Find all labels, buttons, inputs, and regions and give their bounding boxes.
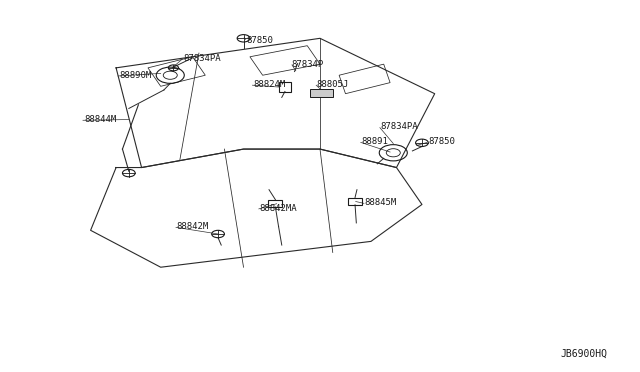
Bar (310, 89, 333, 97)
Text: JB6900HQ: JB6900HQ (561, 349, 608, 359)
Text: 88891: 88891 (362, 137, 388, 146)
Bar (348, 198, 362, 205)
Text: 88824M: 88824M (253, 80, 285, 89)
Text: 87850: 87850 (428, 137, 455, 146)
Text: 87834PA: 87834PA (381, 122, 418, 131)
Bar (268, 201, 282, 207)
Text: 88805J: 88805J (317, 80, 349, 89)
Text: 88844M: 88844M (84, 115, 116, 124)
Text: 87834P: 87834P (291, 60, 324, 69)
Text: 88890M: 88890M (119, 71, 152, 80)
Text: 87850: 87850 (246, 36, 273, 45)
Text: 88842M: 88842M (177, 222, 209, 231)
Bar (278, 83, 291, 92)
Text: 88842MA: 88842MA (259, 203, 297, 213)
Text: 88845M: 88845M (365, 198, 397, 207)
Text: 87834PA: 87834PA (183, 54, 221, 63)
